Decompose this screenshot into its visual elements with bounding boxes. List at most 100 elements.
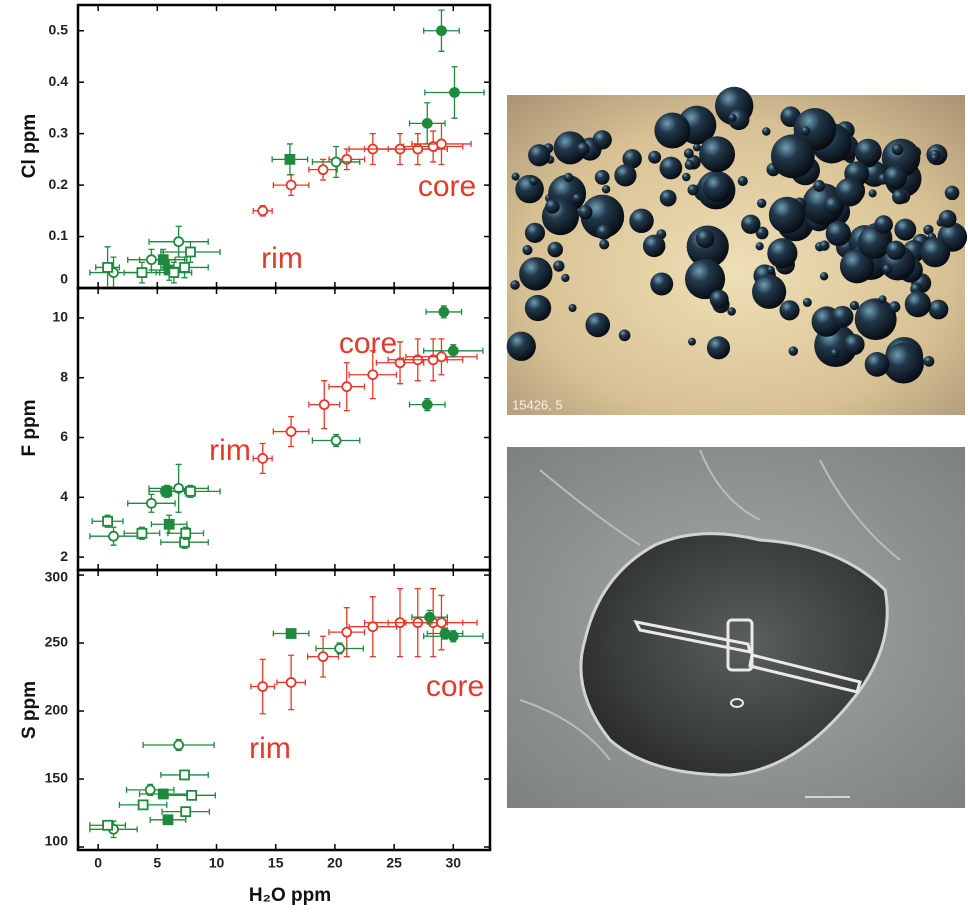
bead [684, 159, 695, 170]
bead [642, 234, 666, 258]
bead [857, 226, 891, 260]
data-point [186, 789, 198, 801]
y-axis-label: S ppm [19, 681, 40, 739]
y-tick-label: 100 [45, 833, 69, 849]
data-point [438, 306, 450, 318]
bead [578, 205, 593, 220]
bead [553, 260, 565, 272]
data-point [318, 399, 330, 411]
data-point [179, 262, 190, 273]
y-tick-label: 10 [52, 309, 68, 325]
bead [892, 189, 907, 205]
annotation: rim [261, 242, 303, 275]
panel: 100 150 200 250 300 0 5 10 15 20 25 30 rim core [45, 569, 492, 871]
bead [699, 136, 736, 173]
bead [752, 274, 787, 309]
data-point [185, 485, 196, 497]
bead [601, 185, 611, 194]
bead [768, 196, 806, 234]
y-tick-label: 200 [45, 702, 69, 718]
bead [757, 198, 767, 208]
data-point [162, 814, 174, 826]
data-point [136, 267, 148, 278]
data-point [341, 381, 353, 393]
bead [629, 208, 654, 234]
y-tick-label: 6 [60, 428, 68, 444]
y-tick-label: 0 [60, 271, 68, 287]
bead [576, 142, 590, 156]
data-point [180, 806, 192, 818]
bead [692, 143, 701, 152]
bead [572, 193, 583, 204]
x-tick-label: 15 [268, 855, 284, 871]
data-point [341, 626, 353, 638]
data-point [102, 819, 113, 831]
data-point [157, 788, 169, 800]
bead [883, 342, 924, 384]
data-point [436, 617, 447, 629]
x-tick-label: 30 [446, 855, 462, 871]
x-tick-label: 10 [209, 855, 225, 871]
bead [563, 172, 574, 183]
bead [529, 177, 538, 186]
data-point [185, 246, 196, 258]
bead [528, 144, 551, 167]
bead [614, 164, 637, 187]
sem-photo [507, 447, 965, 808]
bead [830, 348, 840, 358]
bead [599, 239, 610, 250]
bead [888, 301, 901, 313]
bead [741, 214, 761, 235]
bead [568, 304, 577, 313]
bead [868, 189, 877, 198]
data-point [421, 399, 433, 411]
bead [524, 294, 552, 322]
bead [681, 172, 691, 182]
bead [510, 280, 520, 290]
bead [622, 149, 642, 169]
bead [894, 218, 917, 241]
data-point [102, 515, 113, 527]
bead [659, 156, 683, 180]
data-point [137, 799, 149, 811]
data-point [317, 651, 329, 663]
data-point [436, 351, 447, 363]
bead [545, 199, 560, 214]
annotation: core [418, 170, 476, 203]
bead [824, 196, 843, 215]
panel: 0 0.1 0.2 0.3 0.4 0.5 rim core [49, 3, 492, 290]
bead [825, 220, 851, 247]
bead [854, 298, 897, 341]
bead [695, 229, 715, 248]
y-tick-label: 0.4 [49, 73, 69, 89]
bead [944, 185, 960, 201]
bead [766, 266, 775, 275]
bead [874, 215, 893, 234]
data-point [285, 677, 297, 688]
data-point [330, 156, 342, 168]
crater [579, 532, 889, 777]
data-point [449, 87, 460, 98]
bead [755, 226, 769, 240]
data-point [102, 262, 113, 273]
bead [594, 170, 610, 185]
bead [831, 305, 854, 328]
bead [930, 153, 939, 162]
bead [923, 355, 935, 367]
data-point [163, 518, 175, 530]
bead [864, 352, 890, 377]
bead [839, 249, 875, 284]
bead [854, 138, 882, 166]
annotation: core [426, 670, 484, 703]
bead [923, 224, 934, 236]
y-tick-label: 250 [45, 634, 69, 650]
data-point [394, 357, 406, 369]
bead [938, 209, 957, 228]
bead [684, 258, 726, 300]
y-tick-label: 2 [60, 548, 68, 564]
bead [561, 273, 570, 283]
data-point [173, 482, 185, 494]
bead [819, 272, 829, 281]
data-point [285, 426, 297, 437]
